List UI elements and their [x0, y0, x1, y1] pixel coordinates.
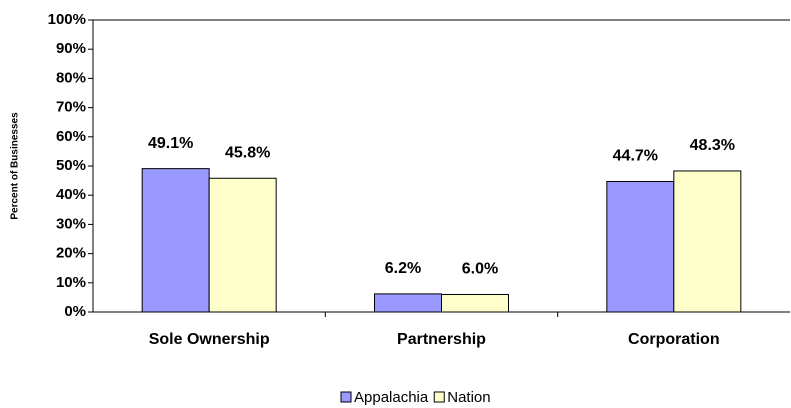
- y-tick-label: 40%: [56, 186, 86, 203]
- value-label: 6.0%: [462, 261, 498, 278]
- y-axis-title: Percent of Businesses: [10, 112, 21, 220]
- legend-swatch: [433, 391, 445, 403]
- bar: [208, 177, 277, 313]
- value-label: 6.2%: [385, 260, 421, 277]
- y-tick-label: 70%: [56, 99, 86, 116]
- y-tick-label: 0%: [64, 303, 86, 320]
- y-tick-label: 100%: [48, 11, 86, 28]
- legend-label: Appalachia: [354, 389, 429, 406]
- y-tick-label: 30%: [56, 215, 86, 232]
- value-label: 45.8%: [225, 144, 270, 161]
- legend-swatch: [340, 391, 352, 403]
- y-tick-label: 60%: [56, 128, 86, 145]
- bar: [141, 168, 210, 313]
- value-label: 48.3%: [690, 137, 735, 154]
- y-tick-label: 20%: [56, 245, 86, 262]
- y-tick-label: 80%: [56, 69, 86, 86]
- y-tick-label: 90%: [56, 40, 86, 57]
- bar: [673, 170, 742, 313]
- legend-label: Nation: [447, 389, 490, 406]
- bar: [441, 293, 509, 313]
- value-label: 44.7%: [613, 148, 658, 165]
- x-tick-label: Sole Ownership: [149, 331, 270, 348]
- y-tick-label: 50%: [56, 157, 86, 174]
- bar: [374, 293, 442, 313]
- x-tick-label: Partnership: [397, 331, 486, 348]
- bar: [606, 180, 675, 313]
- value-label: 49.1%: [148, 135, 193, 152]
- x-tick-label: Corporation: [628, 331, 720, 348]
- y-tick-label: 10%: [56, 274, 86, 291]
